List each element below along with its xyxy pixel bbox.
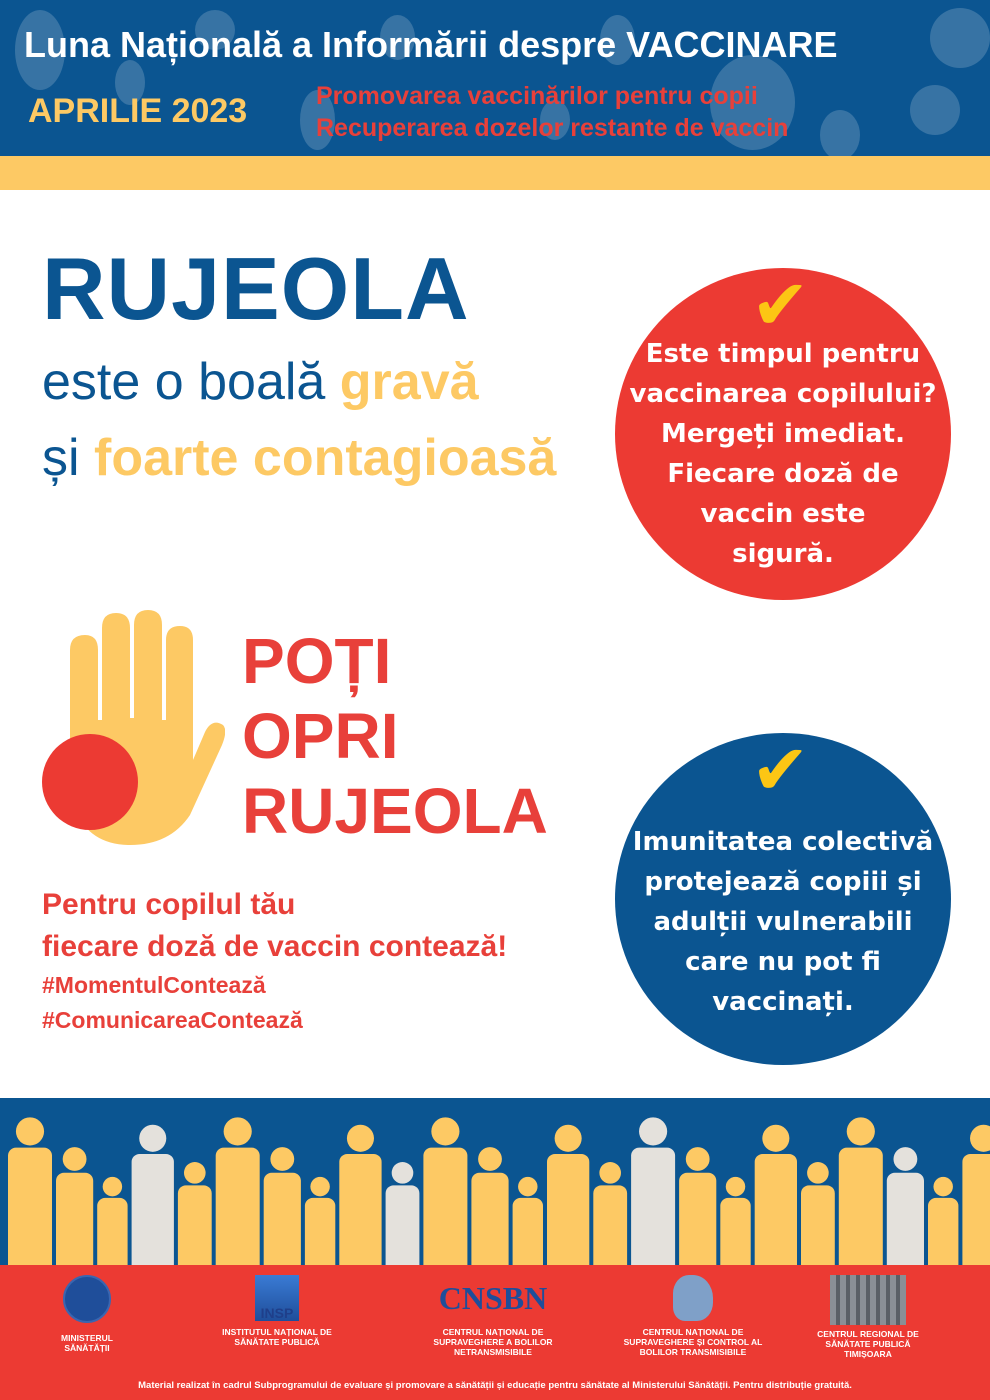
person-silhouette — [593, 1162, 628, 1266]
person-silhouette — [720, 1176, 751, 1266]
logo-crsp-timisoara: CENTRUL REGIONAL DE SĂNĂTATE PUBLICĂ TIMIȘ… — [783, 1275, 953, 1359]
person-silhouette — [754, 1124, 797, 1266]
romania-map-icon — [673, 1275, 713, 1321]
person-silhouette — [547, 1124, 590, 1266]
campaign-month: APRILIE 2023 — [28, 92, 248, 130]
person-silhouette — [8, 1117, 52, 1266]
person-silhouette — [471, 1147, 509, 1266]
hashtag-1: #MomentulContează — [42, 972, 266, 998]
logo-cnscbt: CENTRUL NAȚIONAL DE SUPRAVEGHERE ȘI CONTR… — [608, 1275, 778, 1357]
circle-line: adulții vulnerabili — [653, 906, 913, 937]
circle-line: care nu pot fi — [685, 946, 881, 977]
person-silhouette — [97, 1176, 128, 1266]
campaign-subtitle-2: Recuperarea dozelor restante de vaccin — [316, 114, 789, 142]
government-seal-icon — [63, 1275, 111, 1323]
circle-line: sigură. — [732, 539, 834, 569]
tagline-2: și foarte contagioasă — [42, 428, 556, 488]
cnsbn-logo-icon: CNSBN — [438, 1280, 548, 1316]
logo-caption: MINISTERUL SĂNĂTĂȚII — [61, 1333, 113, 1353]
person-silhouette — [423, 1117, 468, 1266]
campaign-title: Luna Națională a Informării despre VACCI… — [24, 24, 838, 65]
red-info-circle: ✔ Este timpul pentru vaccinarea copilulu… — [615, 268, 951, 600]
tagline-1: este o boală gravă — [42, 352, 479, 412]
circle-line: Fiecare doză de — [667, 459, 899, 489]
person-silhouette — [177, 1162, 212, 1266]
logo-ministerul-sanatatii: MINISTERUL SĂNĂTĂȚII — [2, 1275, 172, 1353]
circle-line: vaccinarea copilului? — [629, 379, 937, 409]
main-title: RUJEOLA — [42, 239, 470, 338]
person-silhouette — [512, 1176, 543, 1266]
logo-cnsbn: CNSBN CENTRUL NAȚIONAL DE SUPRAVEGHERE A … — [408, 1275, 578, 1357]
person-silhouette — [928, 1176, 959, 1266]
circle-line: Imunitatea colectivă — [632, 826, 934, 857]
insp-logo-icon: INSP — [255, 1275, 299, 1321]
footer-note: Material realizat în cadrul Subprogramul… — [138, 1380, 852, 1391]
checkmark-icon: ✔ — [751, 264, 810, 346]
tagline-2-text: și — [42, 429, 94, 487]
message-line-2: fiecare doză de vaccin contează! — [42, 930, 508, 963]
checkmark-icon: ✔ — [751, 729, 810, 811]
circle-line: vaccinați. — [712, 986, 854, 1017]
hashtag-2: #ComunicareaContează — [42, 1007, 303, 1033]
campaign-subtitle-1: Promovarea vaccinărilor pentru copii — [316, 82, 758, 110]
stop-line-1: POȚI — [242, 625, 392, 697]
person-silhouette — [962, 1124, 990, 1266]
person-silhouette — [131, 1124, 174, 1266]
person-silhouette — [215, 1117, 260, 1266]
person-silhouette — [304, 1176, 336, 1266]
blue-info-circle: ✔ Imunitatea colectivă protejează copiii… — [615, 733, 951, 1065]
building-photo — [830, 1275, 906, 1325]
stop-line-2: OPRI — [242, 700, 399, 772]
person-silhouette — [679, 1147, 717, 1266]
header-banner: Luna Națională a Informării despre VACCI… — [0, 0, 990, 156]
person-silhouette — [631, 1117, 676, 1266]
circle-line: Mergeți imediat. — [661, 419, 905, 449]
logo-caption: INSTITUTUL NAȚIONAL DE SĂNĂTATE PUBLICĂ — [222, 1327, 332, 1347]
logo-insp: INSP INSTITUTUL NAȚIONAL DE SĂNĂTATE PUBL… — [192, 1275, 362, 1347]
circle-line: protejează copiii și — [644, 866, 922, 897]
person-silhouette — [339, 1124, 382, 1266]
tagline-2-highlight: foarte contagioasă — [94, 429, 557, 487]
people-silhouettes-illustration — [0, 1098, 990, 1266]
person-silhouette — [838, 1117, 883, 1266]
footer: MINISTERUL SĂNĂTĂȚII INSP INSTITUTUL NAȚI… — [0, 1265, 990, 1400]
person-silhouette — [263, 1147, 301, 1266]
yellow-band — [0, 156, 990, 190]
tagline-1-text: este o boală — [42, 353, 340, 411]
circle-line: vaccin este — [700, 499, 866, 529]
person-silhouette — [385, 1162, 420, 1266]
stop-hand-icon — [42, 610, 225, 845]
logo-caption: CENTRUL REGIONAL DE SĂNĂTATE PUBLICĂ TIMIȘ… — [817, 1329, 919, 1359]
logo-caption: CENTRUL NAȚIONAL DE SUPRAVEGHERE ȘI CONTR… — [623, 1327, 763, 1357]
tagline-1-highlight: gravă — [339, 353, 479, 411]
message-line-1: Pentru copilul tău — [42, 888, 296, 921]
person-silhouette — [801, 1162, 835, 1266]
person-silhouette — [886, 1147, 924, 1266]
circle-line: Este timpul pentru — [645, 339, 921, 369]
stop-line-3: RUJEOLA — [242, 775, 548, 847]
person-silhouette — [56, 1147, 94, 1266]
logo-caption: CENTRUL NAȚIONAL DE SUPRAVEGHERE A BOLILO… — [433, 1327, 553, 1357]
